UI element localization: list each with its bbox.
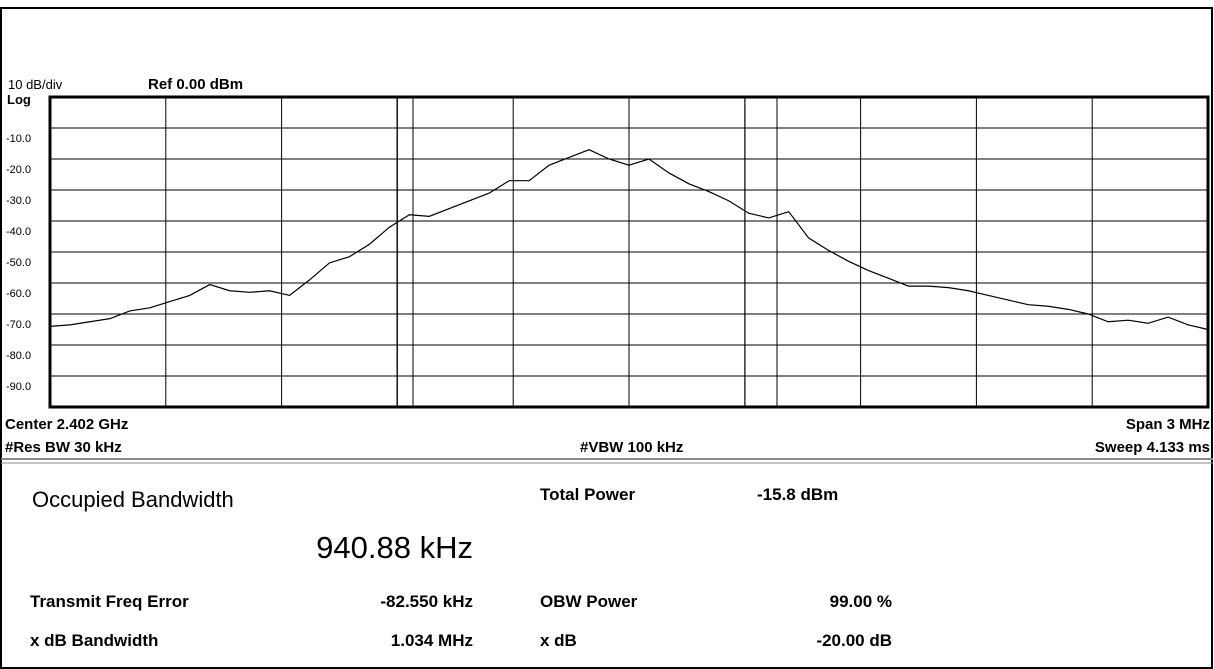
y-tick-label: -20.0 [6,164,31,176]
total-power-value: -15.8 dBm [757,485,838,504]
trace [49,149,1209,331]
obw-power-value: 99.00 % [830,592,892,611]
y-tick-label: -10.0 [6,133,31,145]
vbw-label: #VBW 100 kHz [580,439,683,456]
res-bw-label: #Res BW 30 kHz [5,439,122,456]
freq-error-label: Transmit Freq Error [30,592,189,611]
xdb-bw-value: 1.034 MHz [391,631,473,650]
y-tick-label: -70.0 [6,319,31,331]
y-tick-label: -60.0 [6,288,31,300]
freq-error-value: -82.550 kHz [380,592,473,611]
plot-frame [48,95,1210,409]
xdb-label: x dB [540,631,577,650]
xdb-value: -20.00 dB [816,631,892,650]
y-tick-label: -90.0 [6,381,31,393]
ref-label: Ref 0.00 dBm [148,76,243,93]
plot: -10.0 -20.0 -30.0 -40.0 -50.0 -60.0 -70.0 -80.0… [6,97,1209,407]
obw-title: Occupied Bandwidth [32,487,234,512]
xdb-bw-label: x dB Bandwidth [30,631,158,650]
obw-power-label: OBW Power [540,592,638,611]
div-label: 10 dB/div [8,77,63,92]
y-tick-label: -50.0 [6,257,31,269]
y-tick-label: -80.0 [6,350,31,362]
y-tick-label: -30.0 [6,195,31,207]
y-tick-label: -40.0 [6,226,31,238]
screen-frame [0,7,1213,669]
obw-value: 940.88 kHz [316,530,473,565]
center-label: Center 2.402 GHz [5,416,128,433]
sweep-label: Sweep 4.133 ms [1095,439,1210,456]
total-power-label: Total Power [540,485,635,504]
span-label: Span 3 MHz [1126,416,1210,433]
scale-label: Log [7,92,31,107]
